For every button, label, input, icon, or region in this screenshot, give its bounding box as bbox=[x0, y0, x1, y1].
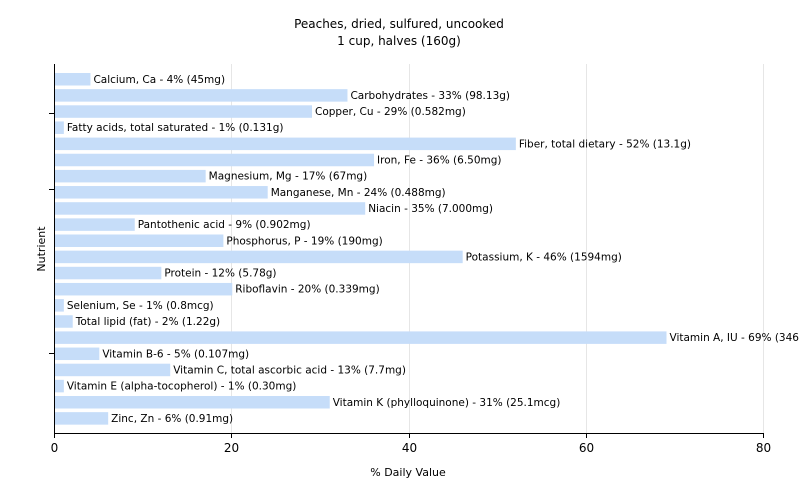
bar bbox=[55, 315, 73, 328]
grid bbox=[231, 64, 764, 433]
bar-label: Phosphorus, P - 19% (190mg) bbox=[226, 235, 382, 247]
bar bbox=[55, 266, 162, 280]
x-tick-label: 40 bbox=[402, 441, 417, 455]
bar bbox=[55, 396, 330, 409]
x-tick-label: 60 bbox=[579, 441, 594, 455]
bar-label: Manganese, Mn - 24% (0.488mg) bbox=[271, 187, 446, 199]
bar-label: Vitamin B-6 - 5% (0.107mg) bbox=[102, 348, 249, 360]
chart-title: Peaches, dried, sulfured, uncooked bbox=[294, 17, 504, 31]
bar-label: Fiber, total dietary - 52% (13.1g) bbox=[519, 138, 691, 150]
bar bbox=[55, 331, 667, 344]
bar-label: Riboflavin - 20% (0.339mg) bbox=[235, 284, 379, 296]
bar-label: Zinc, Zn - 6% (0.91mg) bbox=[111, 413, 233, 425]
bars: Calcium, Ca - 4% (45mg) Carbohydrates - 3… bbox=[55, 73, 800, 425]
bar bbox=[55, 282, 233, 296]
bar bbox=[55, 234, 224, 247]
bar bbox=[55, 412, 109, 425]
axes: 0 20 40 60 80 bbox=[49, 64, 771, 455]
x-tick-label: 0 bbox=[51, 441, 59, 455]
chart-subtitle: 1 cup, halves (160g) bbox=[337, 34, 461, 48]
bar-label: Magnesium, Mg - 17% (67mg) bbox=[209, 171, 368, 183]
bar-label: Calcium, Ca - 4% (45mg) bbox=[93, 74, 225, 86]
bar bbox=[55, 169, 206, 183]
bar-label: Vitamin E (alpha-tocopherol) - 1% (0.30m… bbox=[67, 381, 296, 393]
x-axis-label: % Daily Value bbox=[370, 466, 446, 479]
bar-label: Carbohydrates - 33% (98.13g) bbox=[350, 90, 510, 102]
bar bbox=[55, 299, 64, 312]
bar bbox=[55, 202, 366, 215]
bar-label: Copper, Cu - 29% (0.582mg) bbox=[315, 106, 466, 118]
bar bbox=[55, 73, 91, 86]
bar-label: Niacin - 35% (7.000mg) bbox=[368, 203, 493, 215]
x-tick-label: 80 bbox=[756, 441, 771, 455]
bar bbox=[55, 89, 348, 102]
bar-label: Vitamin K (phylloquinone) - 31% (25.1mcg… bbox=[333, 397, 561, 409]
bar bbox=[55, 218, 135, 231]
bar bbox=[55, 186, 268, 199]
x-tick-label: 20 bbox=[224, 441, 239, 455]
y-axis-label: Nutrient bbox=[35, 226, 48, 272]
bar bbox=[55, 153, 375, 167]
bar-label: Selenium, Se - 1% (0.8mcg) bbox=[67, 300, 214, 312]
bar bbox=[55, 363, 171, 377]
bar bbox=[55, 105, 313, 118]
bar-label: Pantothenic acid - 9% (0.902mg) bbox=[138, 219, 311, 231]
bar-label: Fatty acids, total saturated - 1% (0.131… bbox=[67, 122, 284, 134]
bar-label: Vitamin C, total ascorbic acid - 13% (7.… bbox=[173, 364, 406, 376]
bar-label: Protein - 12% (5.78g) bbox=[164, 268, 276, 280]
bar-label: Total lipid (fat) - 2% (1.22g) bbox=[75, 316, 220, 328]
bar-label: Potassium, K - 46% (1594mg) bbox=[466, 251, 622, 263]
bar bbox=[55, 137, 516, 151]
bar-label: Vitamin A, IU - 69% (3461IU) bbox=[670, 332, 800, 344]
bar-label: Iron, Fe - 36% (6.50mg) bbox=[377, 155, 501, 167]
bar bbox=[55, 250, 463, 264]
bar bbox=[55, 347, 100, 361]
bar bbox=[55, 121, 64, 134]
bar bbox=[55, 379, 64, 393]
